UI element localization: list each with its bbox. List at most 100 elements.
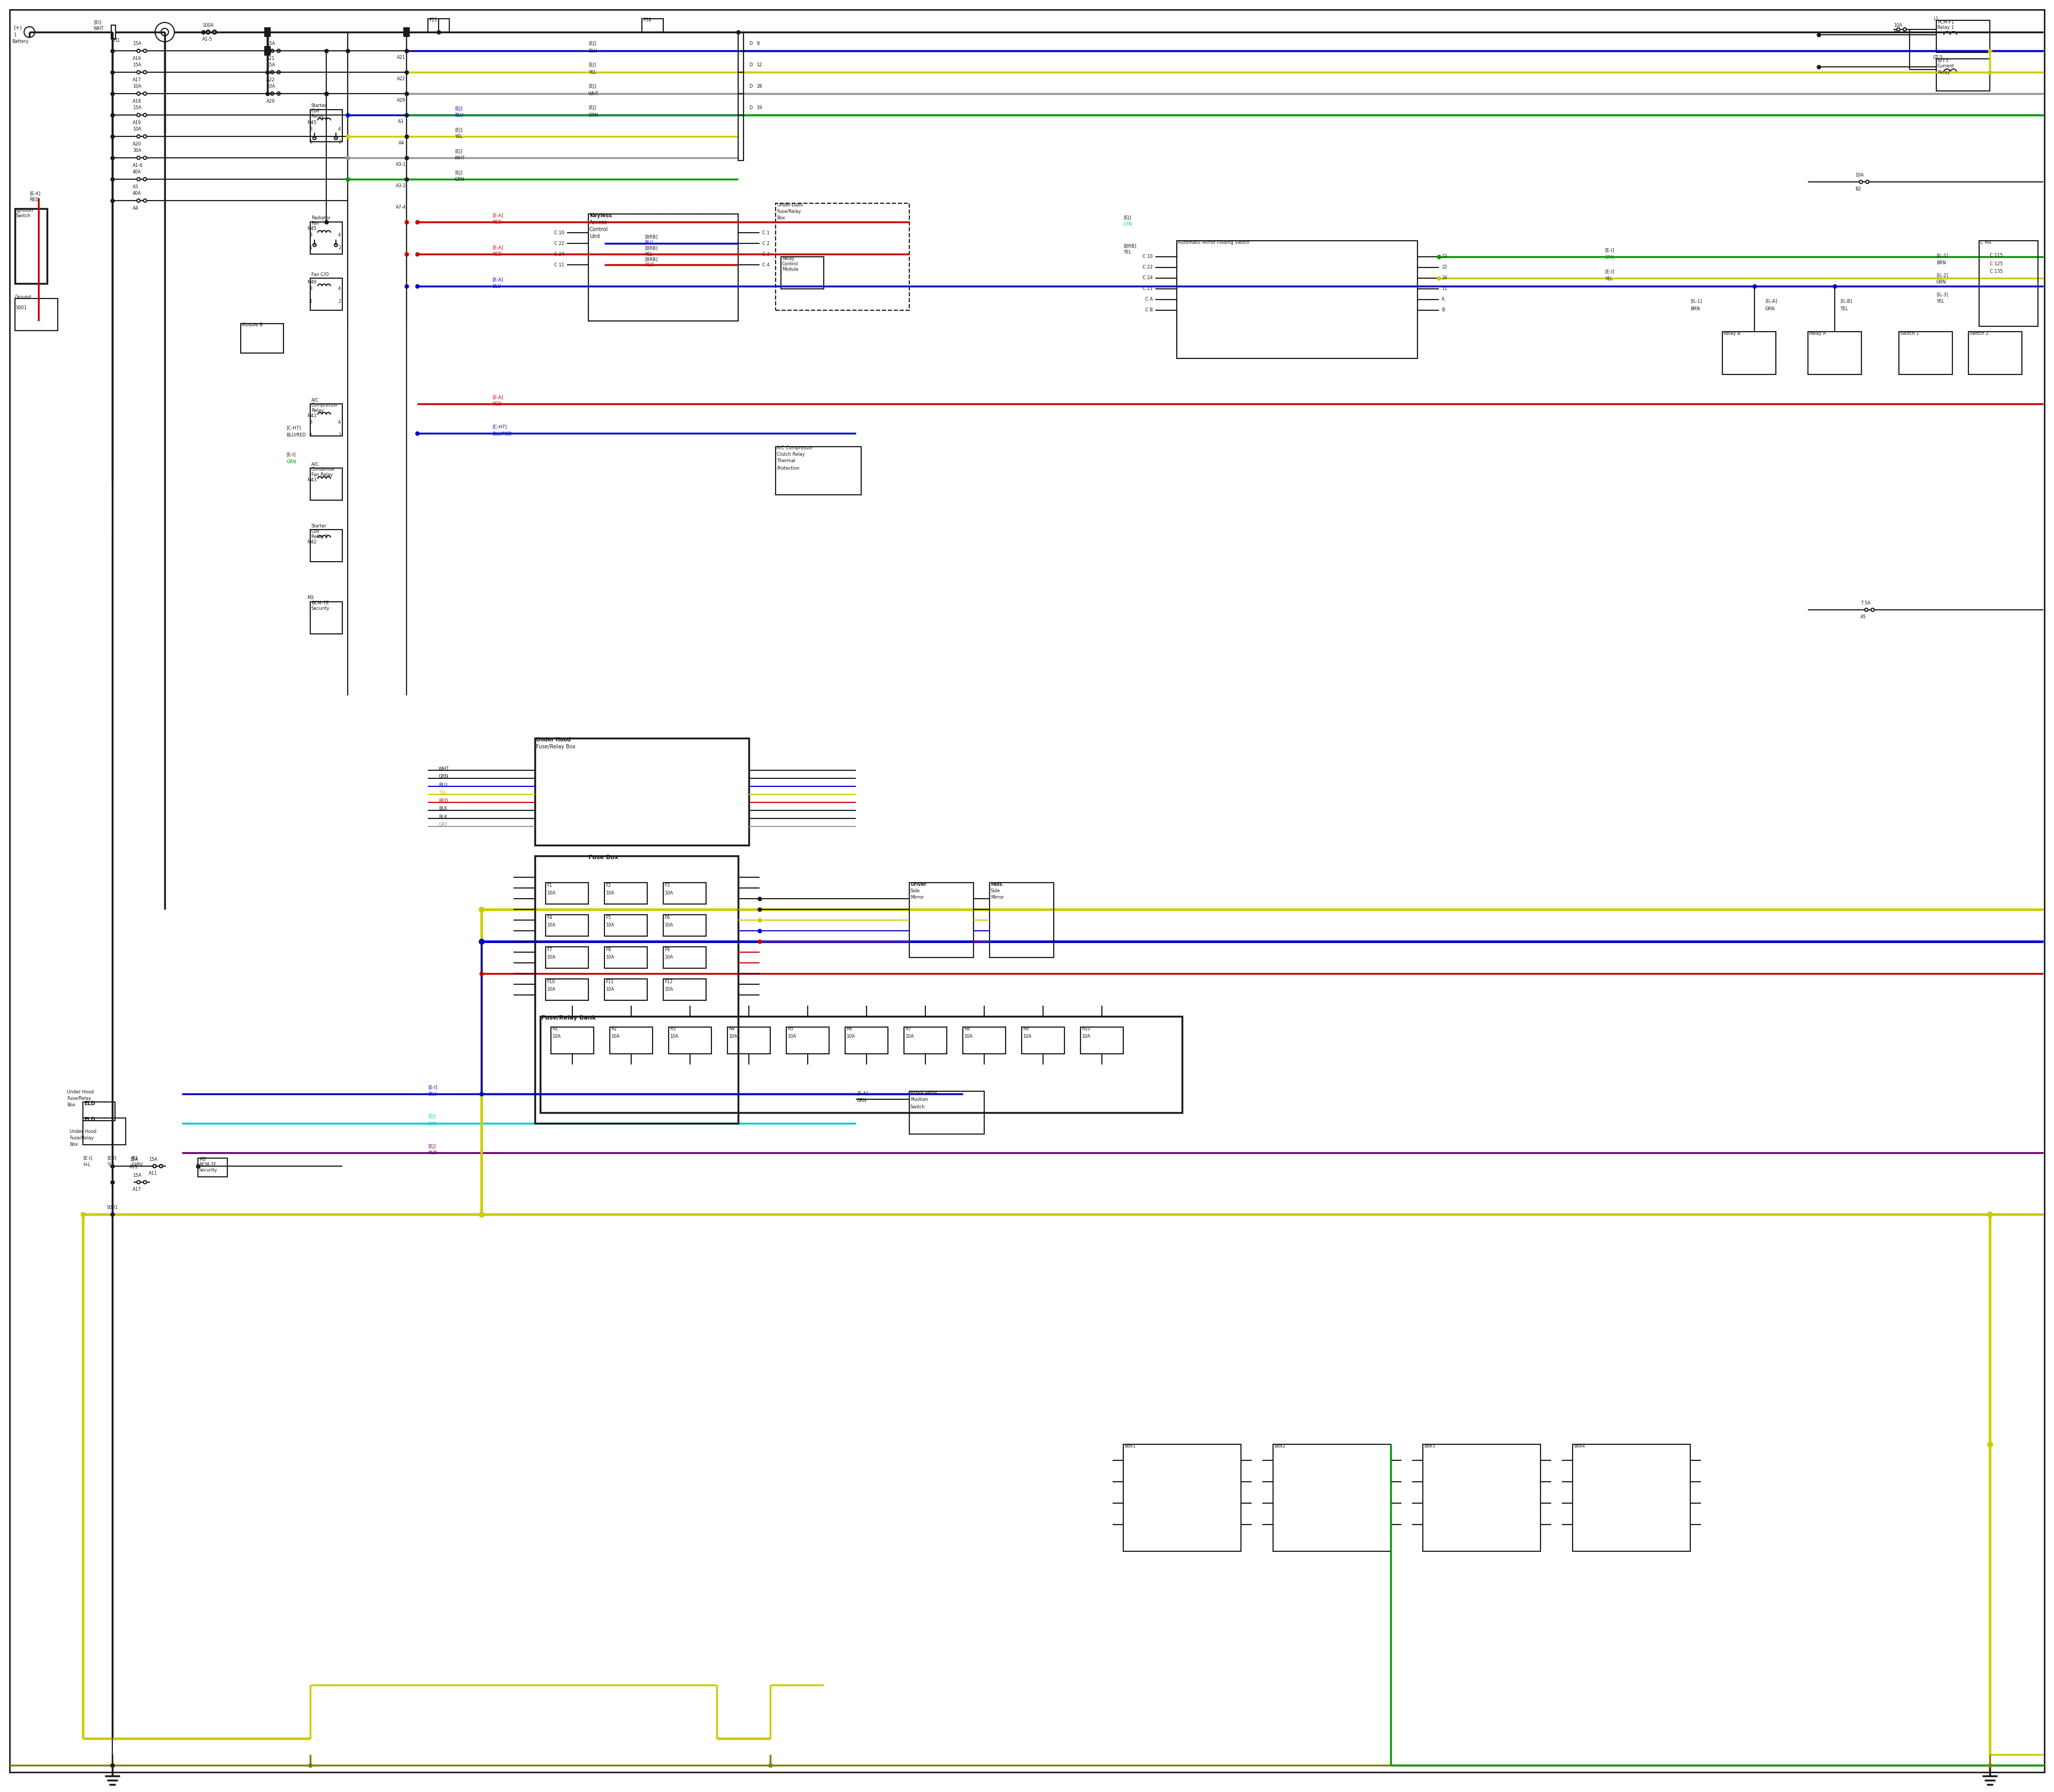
Bar — [1980, 240, 2038, 326]
Bar — [1021, 1027, 1064, 1054]
Text: Pass.: Pass. — [990, 882, 1004, 887]
Text: Starter: Starter — [312, 523, 327, 529]
Text: 1: 1 — [310, 246, 312, 251]
Text: A17: A17 — [134, 77, 142, 82]
Text: F5: F5 — [606, 916, 610, 919]
Text: TEL: TEL — [1840, 306, 1849, 312]
Text: [E-A]: [E-A] — [493, 213, 503, 219]
Text: 10A: 10A — [906, 1034, 914, 1039]
Text: GRN: GRN — [440, 774, 448, 780]
Text: A29: A29 — [267, 99, 275, 104]
Text: [E-I]: [E-I] — [1604, 247, 1614, 253]
Text: Module: Module — [783, 267, 799, 271]
Text: Unit: Unit — [589, 233, 600, 238]
Text: YEL: YEL — [645, 251, 653, 256]
Text: 15A: 15A — [267, 41, 275, 47]
Text: BLU: BLU — [645, 240, 653, 246]
Bar — [265, 47, 271, 56]
Bar — [1177, 240, 1417, 358]
Text: R4: R4 — [729, 1027, 735, 1030]
Text: [E-A]: [E-A] — [493, 278, 503, 281]
Bar — [546, 978, 587, 1000]
Bar — [1808, 332, 1861, 375]
Text: Thermal: Thermal — [776, 459, 795, 464]
Text: 4: 4 — [339, 419, 341, 425]
Text: PCM-F1: PCM-F1 — [1937, 20, 1953, 25]
Bar — [587, 213, 737, 321]
Text: GRN: GRN — [454, 177, 464, 183]
Bar — [240, 324, 283, 353]
Text: 10A: 10A — [546, 891, 555, 896]
Text: M3: M3 — [306, 595, 314, 600]
Text: BRN: BRN — [1690, 306, 1701, 312]
Text: RED: RED — [440, 799, 448, 803]
Text: C 11: C 11 — [1142, 287, 1152, 292]
Text: [E-I]: [E-I] — [1604, 269, 1614, 274]
Text: [E-I]: [E-I] — [427, 1086, 438, 1090]
Text: Relay B: Relay B — [1723, 332, 1740, 335]
Text: Fan Relay: Fan Relay — [312, 473, 333, 477]
Text: BLU: BLU — [440, 783, 448, 787]
Text: 10A: 10A — [963, 1034, 974, 1039]
Text: BLU: BLU — [427, 1091, 438, 1097]
Bar — [534, 857, 737, 1124]
Text: 28: 28 — [756, 84, 762, 90]
Text: Security: Security — [312, 606, 331, 611]
Text: [E-A]: [E-A] — [29, 192, 41, 195]
Text: C 1: C 1 — [762, 231, 770, 235]
Text: Security: Security — [199, 1168, 218, 1172]
Bar — [604, 883, 647, 903]
Bar — [310, 222, 343, 254]
Text: RED: RED — [493, 401, 501, 407]
Text: BLK: BLK — [440, 806, 448, 812]
Text: A17: A17 — [134, 1188, 142, 1192]
Text: 40A: 40A — [134, 170, 142, 174]
Text: Protection: Protection — [776, 466, 799, 471]
Text: Fuse/Relay Box: Fuse/Relay Box — [536, 744, 575, 749]
Text: D: D — [750, 63, 752, 68]
Text: 10A: 10A — [267, 84, 275, 90]
Text: 10A: 10A — [663, 987, 674, 993]
Text: [EJ]: [EJ] — [587, 41, 596, 47]
Text: R7: R7 — [906, 1027, 912, 1030]
Bar — [776, 202, 910, 310]
Text: Relay: Relay — [783, 256, 795, 262]
Bar — [1968, 332, 2021, 375]
Text: 22: 22 — [1442, 265, 1448, 271]
Bar — [427, 18, 450, 32]
Text: Control: Control — [589, 228, 608, 233]
Text: WHT: WHT — [94, 25, 105, 30]
Text: 11: 11 — [1442, 287, 1448, 292]
Text: 15A: 15A — [134, 106, 142, 111]
Text: WHT: WHT — [587, 91, 600, 97]
Text: F21: F21 — [429, 18, 438, 23]
Text: Mirror: Mirror — [910, 894, 924, 900]
Text: 4: 4 — [339, 287, 341, 292]
Text: 10A: 10A — [610, 1034, 620, 1039]
Text: (+): (+) — [14, 25, 23, 30]
Text: 12: 12 — [1442, 254, 1448, 260]
Text: GT-5: GT-5 — [1933, 56, 1943, 61]
Bar — [1898, 332, 1953, 375]
Text: 15A: 15A — [134, 63, 142, 68]
Text: Starter: Starter — [312, 104, 327, 108]
Text: C 10: C 10 — [1142, 254, 1152, 260]
Text: A29: A29 — [396, 97, 405, 102]
Text: 1: 1 — [117, 38, 119, 43]
Bar — [604, 978, 647, 1000]
Text: Switch 1: Switch 1 — [1900, 332, 1918, 335]
Text: C B: C B — [1144, 308, 1152, 312]
Text: Box4: Box4 — [1573, 1444, 1586, 1448]
Text: Keyless: Keyless — [589, 213, 612, 219]
Bar — [1273, 1444, 1391, 1552]
Text: BCM-7E: BCM-7E — [199, 1163, 216, 1167]
Bar — [963, 1027, 1006, 1054]
Text: A4: A4 — [398, 140, 405, 145]
Text: Under Hood: Under Hood — [68, 1090, 94, 1095]
Text: Under Hood: Under Hood — [536, 737, 571, 742]
Text: Fuse/Relay: Fuse/Relay — [68, 1097, 90, 1100]
Text: A/C Compressor: A/C Compressor — [776, 446, 813, 450]
Bar — [990, 883, 1054, 957]
Bar — [604, 914, 647, 935]
Text: YEL: YEL — [1604, 276, 1612, 281]
